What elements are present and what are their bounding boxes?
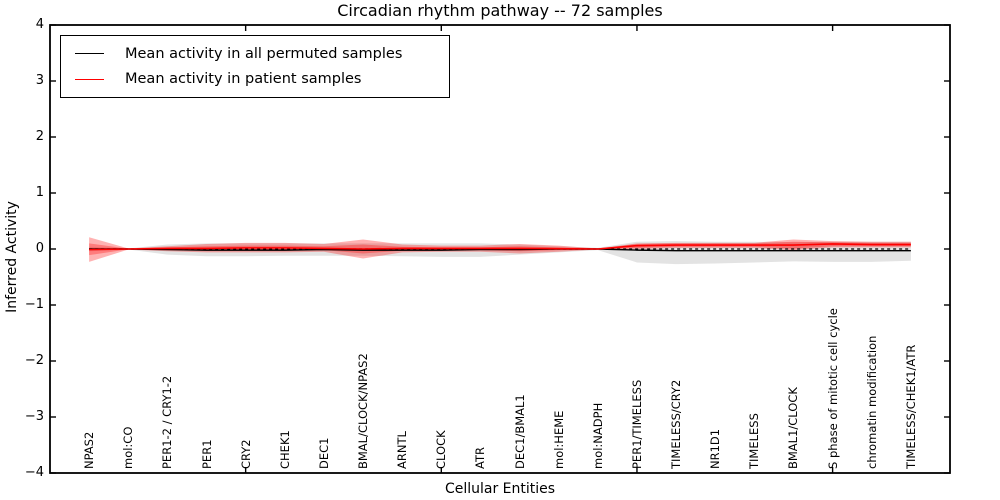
x-tick-label-text: TIMELESS/CHEK1/ATR — [903, 344, 918, 469]
x-tick-label-text: mol:NADPH — [590, 402, 605, 469]
y-tick-label: 4 — [35, 17, 44, 32]
x-tick-label-text: PER1/TIMELESS — [629, 379, 644, 469]
y-tick-label: −3 — [24, 409, 44, 424]
x-tick-label-text: TIMELESS — [747, 413, 762, 469]
x-tick-label-text: TIMELESS/CRY2 — [669, 379, 684, 469]
y-tick-label: −1 — [24, 297, 44, 312]
y-tick-label: 2 — [35, 129, 44, 144]
x-tick-label-text: ATR — [473, 447, 488, 469]
x-tick-label-text: PER1-2 / CRY1-2 — [160, 375, 175, 469]
y-tick-label: 3 — [35, 73, 44, 88]
legend: Mean activity in all permuted samples Me… — [60, 35, 450, 98]
x-tick-label-text: CLOCK — [434, 430, 449, 469]
x-axis-label: Cellular Entities — [444, 481, 556, 497]
x-tick-label-text: NR1D1 — [708, 428, 723, 469]
x-tick-label-text: BMAL1/CLOCK — [786, 387, 801, 469]
legend-label-permuted: Mean activity in all permuted samples — [125, 45, 403, 62]
legend-entry-patient: Mean activity in patient samples — [61, 71, 449, 87]
y-tick-label: 1 — [35, 185, 44, 200]
x-tick-label-text: CHEK1 — [277, 430, 292, 469]
x-tick-label-text: BMAL/CLOCK/NPAS2 — [356, 353, 371, 469]
x-tick-label-text: ARNTL — [395, 431, 410, 469]
y-tick-label: −4 — [24, 465, 44, 480]
x-tick-label-text: DEC1 — [316, 437, 331, 469]
x-tick-label-text: S phase of mitotic cell cycle — [825, 308, 840, 469]
x-tick-label-text: NPAS2 — [82, 431, 97, 469]
x-tick-label-text: mol:CO — [121, 426, 136, 469]
patient-line-swatch — [75, 78, 104, 80]
permuted-line-swatch — [75, 53, 104, 55]
y-tick-label: −2 — [24, 353, 44, 368]
x-tick-label-text: CRY2 — [238, 439, 253, 469]
legend-label-patient: Mean activity in patient samples — [125, 71, 362, 88]
x-tick-label-text: DEC1/BMAL1 — [512, 394, 527, 469]
x-tick-label-text: PER1 — [199, 439, 214, 469]
y-axis-label: Inferred Activity — [4, 201, 20, 313]
legend-entry-permuted: Mean activity in all permuted samples — [61, 46, 449, 62]
series-line-mean-activity-in-patient-samples — [89, 243, 911, 251]
axes-frame — [49, 24, 951, 474]
y-tick-label: 0 — [35, 241, 44, 256]
chart-title: Circadian rhythm pathway -- 72 samples — [337, 1, 663, 20]
x-tick-label-text: chromatin modification — [864, 335, 879, 469]
x-tick-label-text: mol:HEME — [551, 410, 566, 469]
permuted-samples-std-band — [89, 241, 911, 265]
